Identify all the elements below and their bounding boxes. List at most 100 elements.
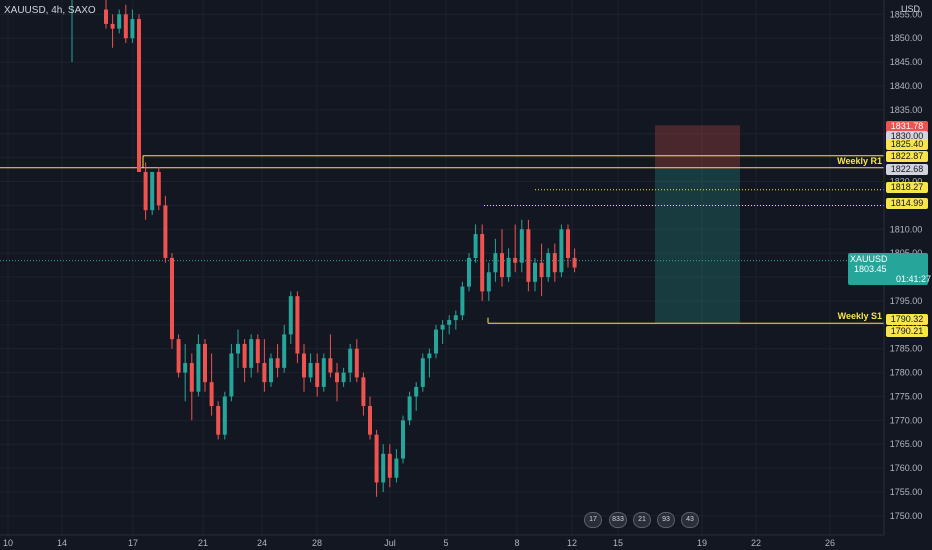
price-tag: 1822.87 <box>886 151 928 162</box>
candle-body <box>170 257 174 340</box>
price-tick: 1820.00 <box>890 177 923 187</box>
price-tick: 1775.00 <box>890 391 923 401</box>
candle-body <box>440 324 445 330</box>
bar-countdown: 01:41:27 <box>896 274 932 284</box>
candle-body <box>500 253 504 278</box>
price-tick: 1855.00 <box>890 9 923 19</box>
candles <box>71 0 577 497</box>
candle-body <box>110 23 115 29</box>
candle-body <box>229 353 234 397</box>
candle-body <box>546 253 551 278</box>
weekly-r1-label: Weekly R1 <box>837 155 882 166</box>
candle-body <box>203 343 207 383</box>
candle-body <box>308 363 313 378</box>
time-tick: 28 <box>312 538 322 548</box>
time-tick: 22 <box>751 538 761 548</box>
candle-body <box>374 434 379 483</box>
candle-body <box>163 205 168 258</box>
time-tick: Jul <box>384 538 396 548</box>
candle-body <box>460 286 465 316</box>
candle-body <box>434 329 438 354</box>
candle-body <box>566 229 570 258</box>
candle-body <box>288 296 293 335</box>
candle-body <box>407 396 412 421</box>
candle-body <box>104 9 108 24</box>
candle-body <box>321 358 326 387</box>
candle-body <box>242 343 247 368</box>
time-tick: 5 <box>443 538 448 548</box>
price-tag: 1831.78 <box>886 121 928 132</box>
candle-body <box>559 229 564 273</box>
candle-body <box>572 257 577 268</box>
time-axis[interactable]: 10 14 17 21 24 28 Jul 5 8 12 15 19 22 26 <box>3 538 835 548</box>
candle-body <box>156 171 161 206</box>
candle-body <box>262 363 267 383</box>
price-tick: 1845.00 <box>890 57 923 67</box>
time-tick: 12 <box>567 538 577 548</box>
take-profit-zone <box>655 168 740 324</box>
candle-body <box>222 396 227 435</box>
candle-body <box>473 234 478 258</box>
currency-label: USD <box>900 4 920 14</box>
price-tick: 1780.00 <box>890 368 923 378</box>
candle-body <box>216 406 221 435</box>
candle-body <box>493 253 498 273</box>
grid-lines <box>0 0 884 535</box>
price-tag: 1825.40 <box>886 139 928 150</box>
candle-body <box>150 171 155 211</box>
price-tick: 1750.00 <box>890 511 923 521</box>
price-tag: 1814.99 <box>886 198 928 209</box>
price-tick: 1835.00 <box>890 105 923 115</box>
candle-body <box>420 358 425 387</box>
event-icon[interactable]: 93 <box>657 512 675 528</box>
candle-body <box>341 372 346 383</box>
candle-body <box>533 262 537 282</box>
candle-body <box>368 406 372 435</box>
candle-body <box>137 19 141 172</box>
time-tick: 17 <box>128 538 138 548</box>
time-tick: 26 <box>825 538 835 548</box>
candle-body <box>209 382 214 407</box>
event-icon[interactable]: 833 <box>609 512 627 528</box>
price-tag: 1830.00 <box>886 131 928 142</box>
price-tick: 1755.00 <box>890 487 923 497</box>
candle-body <box>236 343 240 354</box>
candle-body <box>348 348 353 373</box>
price-tick: 1795.00 <box>890 296 923 306</box>
candle-body <box>183 363 188 373</box>
candle-body <box>255 339 260 364</box>
candle-body <box>117 14 122 29</box>
weekly-s1-label: Weekly S1 <box>837 311 882 322</box>
candle-body <box>539 262 544 278</box>
candle-body <box>467 257 471 287</box>
candle-body <box>414 386 419 397</box>
time-tick: 8 <box>514 538 519 548</box>
candle-body <box>447 320 452 325</box>
candle-body <box>427 353 432 359</box>
candle-body <box>130 19 135 39</box>
event-icon[interactable]: 17 <box>584 512 602 528</box>
event-icon[interactable]: 21 <box>633 512 651 528</box>
price-tick: 1840.00 <box>890 81 923 91</box>
event-icon[interactable]: 43 <box>681 512 699 528</box>
candle-body <box>295 296 300 354</box>
candle-body <box>486 272 491 292</box>
candle-body <box>361 377 366 407</box>
candle-body <box>335 372 339 383</box>
candle-body <box>123 14 128 39</box>
stop-loss-zone <box>655 125 740 169</box>
candle-body <box>196 343 201 392</box>
candle-body <box>513 257 518 263</box>
candle-body <box>269 358 273 383</box>
price-tick: 1770.00 <box>890 415 923 425</box>
candle-body <box>249 339 254 368</box>
candle-body <box>506 257 511 278</box>
time-tick: 19 <box>697 538 707 548</box>
candle-body <box>176 339 181 373</box>
candle-body <box>189 363 194 392</box>
time-tick: 15 <box>613 538 623 548</box>
candle-body <box>453 315 458 321</box>
candle-body <box>401 420 405 459</box>
candle-body <box>328 358 333 373</box>
